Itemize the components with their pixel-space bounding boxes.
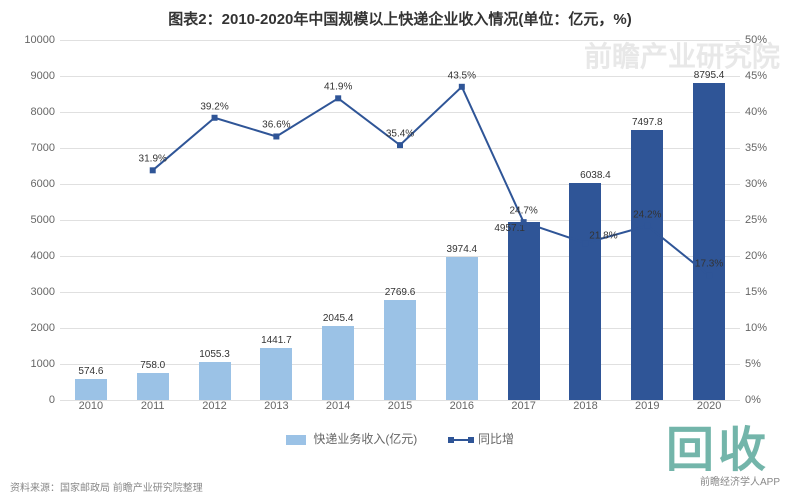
x-tick: 2010: [79, 400, 103, 412]
y-left-tick: 6000: [10, 178, 55, 190]
x-axis: 2010 2011 2012 2013 2014 2015 2016 2017 2018 2019…: [60, 400, 740, 420]
x-tick: 2015: [388, 400, 412, 412]
x-tick: 2011: [141, 400, 165, 412]
legend-label-bars: 快递业务收入(亿元): [313, 432, 417, 446]
y-right-tick: 35%: [745, 142, 790, 154]
x-tick: 2013: [264, 400, 288, 412]
y-right-tick: 30%: [745, 178, 790, 190]
x-tick: 2012: [202, 400, 226, 412]
chart-title: 图表2：2010-2020年中国规模以上快递企业收入情况(单位：亿元，%): [0, 0, 800, 29]
line-value-label: 36.6%: [262, 120, 290, 131]
y-right-tick: 20%: [745, 250, 790, 262]
legend-swatch-line: [451, 439, 471, 441]
x-tick: 2014: [326, 400, 350, 412]
x-tick: 2018: [573, 400, 597, 412]
y-left-tick: 2000: [10, 322, 55, 334]
y-left-tick: 4000: [10, 250, 55, 262]
y-right-tick: 15%: [745, 286, 790, 298]
y-left-tick: 8000: [10, 106, 55, 118]
y-left-tick: 7000: [10, 142, 55, 154]
y-axis-left: 0100020003000400050006000700080009000100…: [10, 40, 55, 400]
x-tick: 2017: [511, 400, 535, 412]
line-value-label: 17.3%: [695, 259, 723, 270]
y-right-tick: 0%: [745, 394, 790, 406]
y-left-tick: 5000: [10, 214, 55, 226]
watermark-small: 前瞻经济学人APP: [700, 473, 780, 488]
gridline: [60, 400, 740, 401]
line-value-label: 39.2%: [200, 101, 228, 112]
line-value-label: 41.9%: [324, 82, 352, 93]
y-right-tick: 5%: [745, 358, 790, 370]
legend-label-line: 同比增: [478, 432, 514, 446]
line-value-label: 24.7%: [509, 206, 537, 217]
legend-item-bars: 快递业务收入(亿元): [286, 430, 417, 447]
y-axis-right: 0%5%10%15%20%25%30%35%40%45%50%: [745, 40, 790, 400]
y-right-tick: 10%: [745, 322, 790, 334]
chart-plot-area: 574.6758.01055.31441.72045.42769.63974.4…: [60, 40, 740, 400]
y-left-tick: 3000: [10, 286, 55, 298]
x-tick: 2020: [697, 400, 721, 412]
y-left-tick: 10000: [10, 34, 55, 46]
legend-item-line: 同比增: [451, 430, 514, 447]
line-value-label: 21.8%: [589, 231, 617, 242]
y-right-tick: 40%: [745, 106, 790, 118]
y-right-tick: 45%: [745, 70, 790, 82]
y-right-tick: 50%: [745, 34, 790, 46]
line-value-label: 43.5%: [448, 70, 476, 81]
line-value-label: 35.4%: [386, 129, 414, 140]
source-text: 资料来源：国家邮政局 前瞻产业研究院整理: [10, 479, 203, 494]
y-right-tick: 25%: [745, 214, 790, 226]
y-left-tick: 0: [10, 394, 55, 406]
legend: 快递业务收入(亿元) 同比增: [0, 430, 800, 447]
line-value-label: 24.2%: [633, 209, 661, 220]
y-left-tick: 1000: [10, 358, 55, 370]
line-value-label: 31.9%: [139, 154, 167, 165]
legend-swatch-bar: [286, 435, 306, 445]
x-tick: 2019: [635, 400, 659, 412]
x-tick: 2016: [450, 400, 474, 412]
y-left-tick: 9000: [10, 70, 55, 82]
